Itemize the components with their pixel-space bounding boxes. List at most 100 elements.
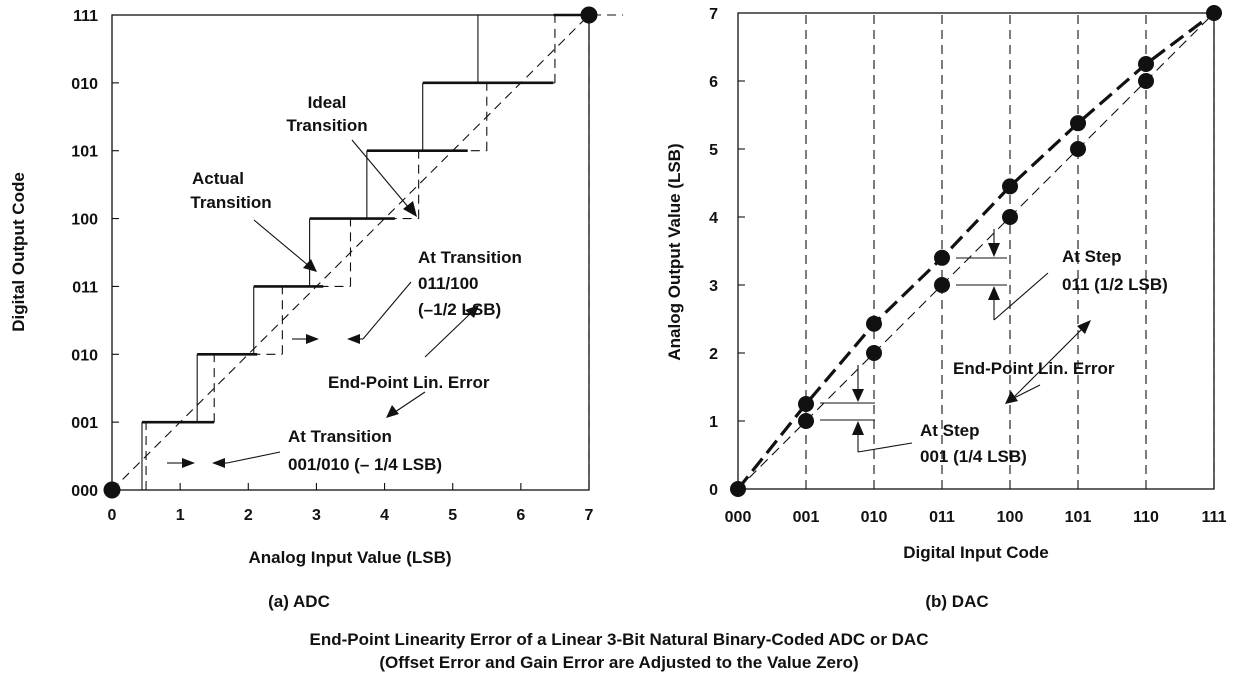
- adc-at-transition-low-leader: [226, 451, 281, 464]
- dac-y-tick-label: 4: [709, 210, 718, 227]
- dac-at-step-high-line2: 011 (1/2 LSB): [1062, 275, 1168, 294]
- adc-y-tick-label: 111: [73, 8, 98, 25]
- adc-y-tick-label: 011: [72, 279, 98, 296]
- adc-y-tick-label: 010: [71, 76, 98, 93]
- adc-actual-label-line1: Actual: [192, 169, 244, 188]
- adc-x-axis-label: Analog Input Value (LSB): [248, 548, 451, 567]
- dac-step-low-leader: [857, 442, 913, 453]
- adc-plot-frame: [111, 14, 590, 491]
- dac-step-high-arrowhead-bottom: [988, 286, 1000, 300]
- adc-endpoint-arrowhead-down: [386, 405, 399, 418]
- adc-ideal-step: [213, 353, 283, 423]
- dac-plot-frame: [737, 12, 1215, 490]
- figure-title-line1: End-Point Linearity Error of a Linear 3-…: [310, 630, 929, 649]
- adc-x-tick-label: 1: [176, 507, 185, 524]
- dac-y-tick-label: 0: [709, 482, 718, 499]
- adc-transition-high-arrowhead-left: [306, 334, 319, 344]
- adc-ideal-label-line2: Transition: [286, 116, 367, 135]
- adc-endpoint-arrow-up: [424, 312, 472, 358]
- dac-ideal-point: [1138, 73, 1154, 89]
- adc-x-tick-label: 2: [244, 507, 253, 524]
- adc-y-tick-label: 000: [71, 483, 98, 500]
- adc-ideal-step: [486, 82, 555, 151]
- adc-at-transition-high-line2: 011/100: [418, 274, 479, 293]
- adc-ideal-arrowhead: [403, 201, 417, 217]
- dac-ideal-point: [934, 277, 950, 293]
- adc-ideal-arrow: [351, 139, 410, 209]
- dac-step-low-arrowhead-top: [852, 389, 864, 402]
- dac-y-tick-label: 1: [709, 414, 718, 431]
- dac-ideal-point: [1206, 5, 1222, 21]
- dac-at-step-low-line2: 001 (1/4 LSB): [920, 447, 1027, 466]
- dac-actual-point: [1138, 56, 1154, 72]
- dac-step-high-arrowhead-top: [988, 243, 1000, 257]
- dac-actual-point: [866, 315, 882, 332]
- dac-x-tick-label: 100: [997, 509, 1024, 526]
- dac-actual-point: [934, 249, 950, 266]
- adc-y-tick-label: 010: [71, 347, 98, 364]
- adc-start-point: [103, 481, 121, 499]
- adc-x-tick-label: 0: [108, 507, 117, 524]
- dac-ideal-point: [730, 481, 746, 497]
- adc-transition-low-arrowhead-right: [212, 458, 225, 468]
- adc-ideal-step: [418, 150, 487, 219]
- dac-endpoint-arrowhead-up: [1077, 320, 1091, 334]
- adc-ticks: 0 1 2 3 4 5 6 7 000 001 010 011 100 101 010 111: [71, 8, 593, 524]
- adc-at-transition-low-line2: 001/010 (– 1/4 LSB): [288, 455, 442, 474]
- adc-x-tick-label: 6: [516, 507, 525, 524]
- adc-x-tick-label: 7: [585, 507, 594, 524]
- adc-x-tick-label: 4: [380, 507, 389, 524]
- dac-ideal-point: [866, 345, 882, 361]
- dac-y-tick-label: 7: [709, 6, 718, 23]
- dac-actual-point: [1002, 178, 1018, 195]
- dac-step-low-arrowhead-bottom: [852, 421, 864, 435]
- adc-at-transition-high-leader: [362, 281, 412, 340]
- dac-endpoint-arrow-down: [1013, 384, 1041, 399]
- adc-at-transition-high-line3: (–1/2 LSB): [418, 300, 501, 319]
- adc-end-point: [580, 6, 598, 24]
- dac-y-axis-label: Analog Output Value (LSB): [665, 143, 684, 360]
- adc-transition-low-arrowhead-left: [182, 458, 195, 468]
- adc-y-tick-label: 101: [71, 144, 98, 161]
- dac-x-tick-label: 001: [793, 509, 820, 526]
- dac-ideal-point: [1070, 141, 1086, 157]
- dac-x-tick-label: 110: [1133, 509, 1159, 526]
- adc-endpoint-arrow-down: [394, 391, 426, 413]
- adc-ideal-step: [281, 285, 351, 355]
- dac-x-tick-label: 011: [929, 509, 955, 526]
- adc-transition-high-arrowhead-right: [347, 334, 360, 344]
- dac-actual-line: [736, 11, 1215, 490]
- dac-ideal-point: [798, 413, 814, 429]
- adc-ideal-step: [349, 218, 419, 287]
- adc-steps: [103, 6, 624, 499]
- adc-endpoint-arrowhead-up: [465, 305, 479, 318]
- adc-caption: (a) ADC: [268, 592, 330, 611]
- dac-x-tick-label: 111: [1202, 509, 1227, 526]
- adc-y-tick-label: 001: [71, 415, 98, 432]
- adc-ideal-step: [145, 421, 215, 490]
- adc-actual-label-line2: Transition: [190, 193, 271, 212]
- adc-actual-arrow: [253, 219, 310, 267]
- adc-y-tick-label: 100: [71, 212, 98, 229]
- adc-actual-arrowhead: [303, 259, 317, 272]
- dac-x-tick-label: 010: [861, 509, 888, 526]
- adc-endpoint-label: End-Point Lin. Error: [328, 373, 490, 392]
- dac-x-tick-label: 101: [1065, 509, 1092, 526]
- dac-endpoint-arrow-up: [1013, 328, 1083, 398]
- dac-actual-point: [1070, 115, 1086, 132]
- adc-panel: 0 1 2 3 4 5 6 7 000 001 010 011 100 101 010 111 Ideal T…: [9, 6, 624, 611]
- adc-at-transition-low-line1: At Transition: [288, 427, 392, 446]
- dac-endpoint-label: End-Point Lin. Error: [953, 359, 1115, 378]
- dac-x-axis-label: Digital Input Code: [903, 543, 1048, 562]
- adc-x-tick-label: 3: [312, 507, 321, 524]
- dac-at-step-high-line1: At Step: [1062, 247, 1122, 266]
- dac-actual-point: [798, 396, 814, 412]
- dac-y-tick-label: 3: [709, 278, 718, 295]
- dac-caption: (b) DAC: [925, 592, 988, 611]
- dac-x-tick-label: 000: [725, 509, 752, 526]
- adc-y-axis-label: Digital Output Code: [9, 172, 28, 332]
- dac-y-tick-label: 6: [709, 74, 718, 91]
